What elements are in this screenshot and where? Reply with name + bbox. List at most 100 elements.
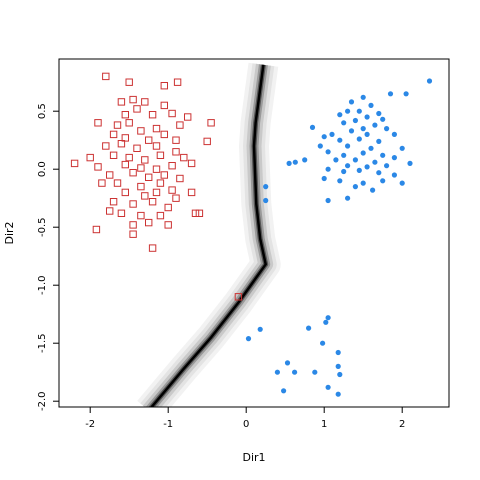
data-point-class-b <box>349 128 354 133</box>
data-point-class-b <box>361 95 366 100</box>
data-point-class-b <box>380 178 385 183</box>
data-point-class-b <box>263 198 268 203</box>
data-point-class-a <box>126 120 132 126</box>
data-point-class-a <box>161 172 167 178</box>
data-point-class-a <box>93 226 99 232</box>
data-point-class-b <box>336 392 341 397</box>
data-point-class-a <box>149 112 155 118</box>
data-point-class-b <box>357 168 362 173</box>
data-point-class-a <box>110 131 116 137</box>
boundary-band <box>149 65 266 411</box>
data-point-class-b <box>353 157 358 162</box>
data-point-class-a <box>174 79 180 85</box>
data-point-class-a <box>103 143 109 149</box>
data-point-class-a <box>146 219 152 225</box>
data-point-class-a <box>134 145 140 151</box>
data-point-class-b <box>365 114 370 119</box>
data-point-class-a <box>169 163 175 169</box>
data-point-class-a <box>177 122 183 128</box>
data-point-class-b <box>353 184 358 189</box>
data-point-class-b <box>404 91 409 96</box>
data-point-class-a <box>177 175 183 181</box>
data-point-class-a <box>149 245 155 251</box>
data-point-class-b <box>293 160 298 165</box>
data-point-class-b <box>312 370 317 375</box>
data-point-class-a <box>126 154 132 160</box>
data-point-class-b <box>407 161 412 166</box>
data-point-class-b <box>326 149 331 154</box>
y-axis: -2.0-1.5-1.0-0.50.00.5 <box>37 103 59 411</box>
data-point-class-a <box>146 174 152 180</box>
data-point-class-b <box>380 117 385 122</box>
data-point-class-b <box>323 320 328 325</box>
data-point-class-b <box>376 111 381 116</box>
data-point-class-a <box>103 73 109 79</box>
x-tick-label: 1 <box>321 419 327 430</box>
x-tick-label: 0 <box>243 419 249 430</box>
data-point-class-a <box>134 106 140 112</box>
data-point-class-b <box>285 360 290 365</box>
data-point-class-a <box>122 161 128 167</box>
data-point-class-b <box>361 181 366 186</box>
data-point-class-a <box>157 212 163 218</box>
x-tick-label: -2 <box>85 419 95 430</box>
data-point-class-b <box>372 160 377 165</box>
data-point-class-b <box>337 138 342 143</box>
data-point-class-a <box>95 164 101 170</box>
data-point-class-a <box>173 149 179 155</box>
data-point-class-b <box>384 163 389 168</box>
y-tick-label: -2.0 <box>37 391 48 411</box>
data-point-class-b <box>388 91 393 96</box>
data-point-class-b <box>376 139 381 144</box>
data-point-class-b <box>306 326 311 331</box>
x-tick-label: -1 <box>163 419 173 430</box>
data-point-class-b <box>427 78 432 83</box>
data-point-class-a <box>142 157 148 163</box>
data-point-class-a <box>161 131 167 137</box>
data-point-class-a <box>142 99 148 105</box>
data-point-class-b <box>326 315 331 320</box>
data-point-class-a <box>165 222 171 228</box>
data-point-class-b <box>392 132 397 137</box>
data-point-class-a <box>173 195 179 201</box>
data-point-class-a <box>188 189 194 195</box>
data-point-class-a <box>99 180 105 186</box>
data-point-class-b <box>333 157 338 162</box>
data-point-class-b <box>380 153 385 158</box>
data-point-class-b <box>337 178 342 183</box>
data-point-class-a <box>122 189 128 195</box>
data-point-class-a <box>110 199 116 205</box>
data-point-class-a <box>169 110 175 116</box>
y-tick-label: 0.5 <box>37 103 48 119</box>
data-point-class-b <box>349 99 354 104</box>
data-point-class-a <box>138 212 144 218</box>
x-axis-title: Dir1 <box>242 451 265 464</box>
data-point-class-b <box>353 118 358 123</box>
data-point-class-b <box>368 103 373 108</box>
data-point-class-a <box>114 122 120 128</box>
data-point-class-a <box>138 128 144 134</box>
data-point-class-a <box>126 79 132 85</box>
data-point-class-b <box>318 143 323 148</box>
data-point-class-a <box>161 83 167 89</box>
data-point-class-b <box>357 109 362 114</box>
data-point-class-b <box>329 132 334 137</box>
x-axis: -2 -1 0 1 2 <box>85 407 405 430</box>
data-point-class-a <box>87 154 93 160</box>
data-point-class-b <box>341 120 346 125</box>
data-point-class-b <box>337 112 342 117</box>
data-point-class-a <box>71 160 77 166</box>
data-point-class-b <box>258 327 263 332</box>
data-point-class-a <box>204 138 210 144</box>
data-point-class-b <box>400 181 405 186</box>
data-point-class-a <box>114 180 120 186</box>
data-point-class-b <box>372 123 377 128</box>
data-point-class-a <box>110 152 116 158</box>
data-point-class-a <box>196 210 202 216</box>
data-point-class-b <box>345 143 350 148</box>
y-axis-title: Dir2 <box>3 221 16 244</box>
data-point-class-a <box>153 189 159 195</box>
data-point-class-b <box>322 134 327 139</box>
data-point-class-a <box>130 222 136 228</box>
